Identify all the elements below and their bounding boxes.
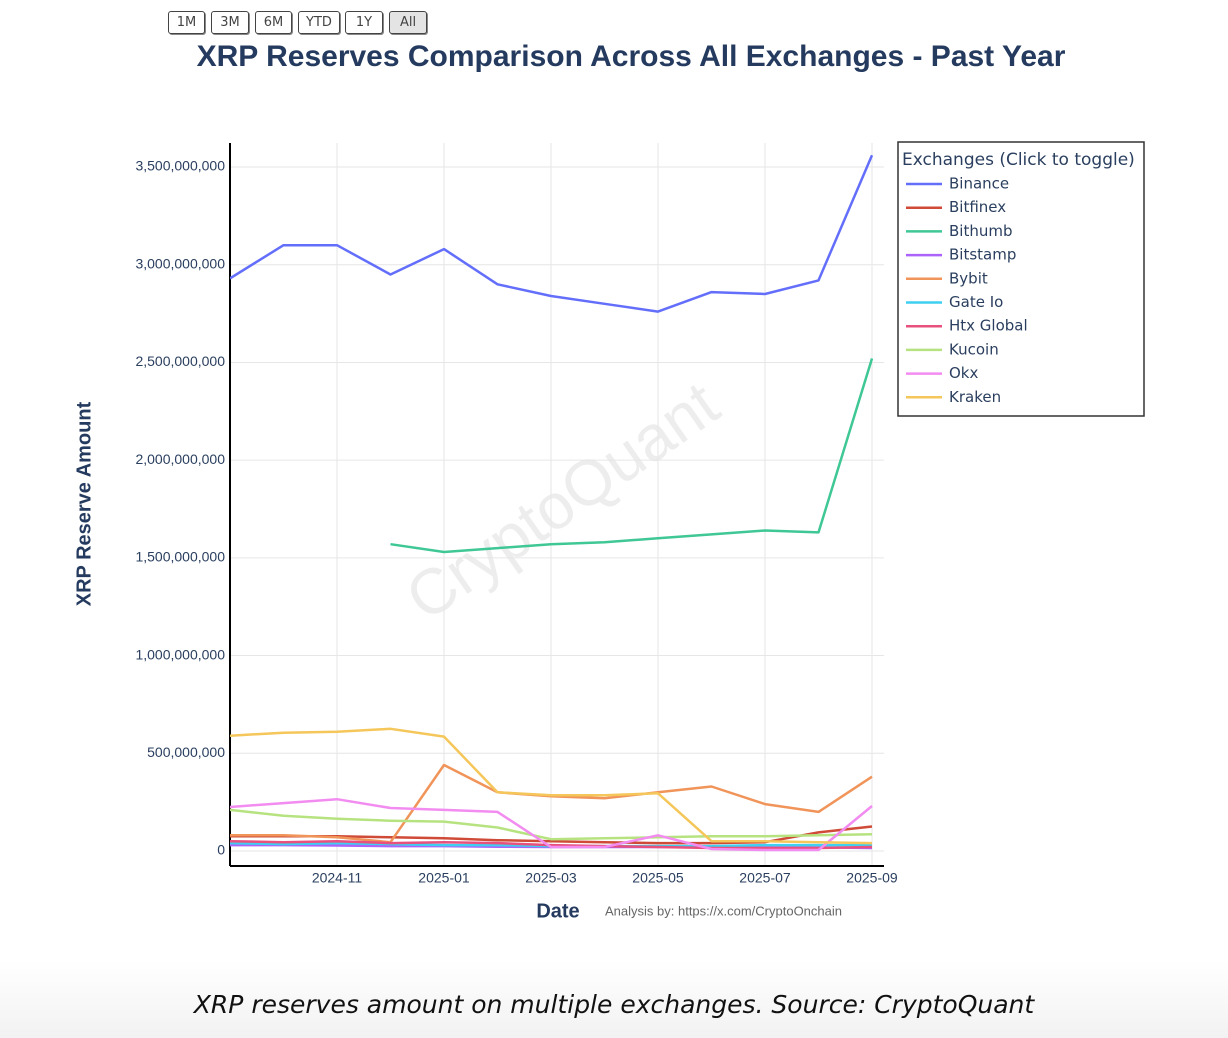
y-tick-label: 0 <box>217 842 225 858</box>
legend-title: Exchanges (Click to toggle) <box>902 150 1135 170</box>
range-button[interactable]: All <box>389 11 427 34</box>
caption: XRP reserves amount on multiple exchange… <box>193 990 1035 1019</box>
legend-item[interactable]: Bithumb <box>906 222 1013 240</box>
legend-label: Bitstamp <box>949 246 1016 264</box>
x-tick-label: 2025-05 <box>632 870 684 886</box>
y-tick-label: 3,000,000,000 <box>135 255 225 271</box>
x-axis-title: Date <box>536 900 579 922</box>
legend-item[interactable]: Bybit <box>906 269 988 287</box>
legend-label: Gate Io <box>949 293 1003 311</box>
x-tick-label: 2025-07 <box>739 870 791 886</box>
range-button[interactable]: YTD <box>298 11 340 34</box>
x-tick-label: 2025-09 <box>846 870 898 886</box>
x-tick-label: 2025-01 <box>418 870 470 886</box>
range-button[interactable]: 1M <box>168 11 205 34</box>
y-tick-label: 1,000,000,000 <box>135 646 225 662</box>
annotation: Analysis by: https://x.com/CryptoOnchain <box>605 903 842 918</box>
y-tick-label: 3,500,000,000 <box>135 158 225 174</box>
y-tick-label: 1,500,000,000 <box>135 549 225 565</box>
chart: XRP Reserves Comparison Across All Excha… <box>73 40 1145 922</box>
legend-label: Kucoin <box>949 340 999 358</box>
legend-label: Kraken <box>949 388 1001 406</box>
legend-item[interactable]: Htx Global <box>906 317 1028 335</box>
y-tick-label: 2,000,000,000 <box>135 451 225 467</box>
legend-item[interactable]: Bitfinex <box>906 198 1006 216</box>
series-line <box>230 808 873 841</box>
series-line <box>390 358 874 554</box>
legend: Exchanges (Click to toggle) Binance Bitfin… <box>897 141 1145 417</box>
legend-label: Binance <box>949 175 1009 193</box>
legend-item[interactable]: Okx <box>906 364 978 382</box>
series-line <box>230 727 873 845</box>
chart-title: XRP Reserves Comparison Across All Excha… <box>197 40 1066 73</box>
legend-item[interactable]: Gate Io <box>906 293 1003 311</box>
range-button[interactable]: 6M <box>255 11 292 34</box>
legend-label: Bybit <box>949 269 988 287</box>
x-tick-label: 2025-03 <box>525 870 577 886</box>
legend-item[interactable]: Bitstamp <box>906 246 1016 264</box>
legend-label: Bithumb <box>949 222 1013 240</box>
x-tick-label: 2024-11 <box>312 870 363 886</box>
legend-item[interactable]: Binance <box>906 175 1009 193</box>
legend-label: Htx Global <box>949 317 1028 335</box>
series-line <box>230 797 873 852</box>
range-button[interactable]: 3M <box>211 11 249 34</box>
series-line <box>230 154 874 313</box>
legend-item[interactable]: Kucoin <box>906 340 999 358</box>
series-line <box>230 839 873 850</box>
legend-label: Bitfinex <box>949 198 1006 216</box>
range-button[interactable]: 1Y <box>345 11 383 34</box>
y-tick-label: 500,000,000 <box>147 744 225 760</box>
plot-area <box>230 154 874 852</box>
legend-item[interactable]: Kraken <box>906 388 1001 406</box>
y-tick-label: 2,500,000,000 <box>135 353 225 369</box>
legend-label: Okx <box>949 364 978 382</box>
y-axis-title: XRP Reserve Amount <box>73 401 95 606</box>
